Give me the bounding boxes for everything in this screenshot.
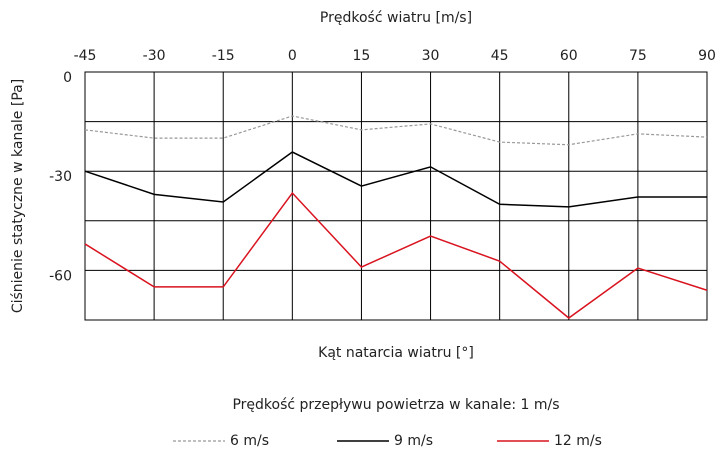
y-axis-label: Ciśnienie statyczne w kanale [Pa] [10,79,26,313]
top-axis-label: Prędkość wiatru [m/s] [320,10,472,26]
y-tick-label: 0 [63,70,72,86]
y-tick-label: -30 [49,169,72,185]
x-tick-label: 30 [422,48,440,64]
x-axis-label: Kąt natarcia wiatru [°] [318,345,474,361]
plot-border [84,71,708,321]
x-tick-label: -30 [143,48,166,64]
series-line [84,191,708,319]
subtitle: Prędkość przepływu powietrza w kanale: 1… [232,397,559,413]
x-tick-label: -15 [212,48,235,64]
x-tick-label: 45 [491,48,509,64]
x-tick-label: -45 [74,48,97,64]
x-tick-label: 75 [629,48,647,64]
series-line [84,151,707,208]
x-tick-label: 15 [353,48,371,64]
y-tick-label: -60 [49,268,72,284]
legend-label: 6 m/s [230,433,269,449]
series-line [84,115,708,146]
x-tick-label: 0 [288,48,297,64]
x-tick-label: 90 [698,48,716,64]
legend-label: 12 m/s [554,433,602,449]
legend-label: 9 m/s [394,433,433,449]
x-tick-label: 60 [560,48,578,64]
